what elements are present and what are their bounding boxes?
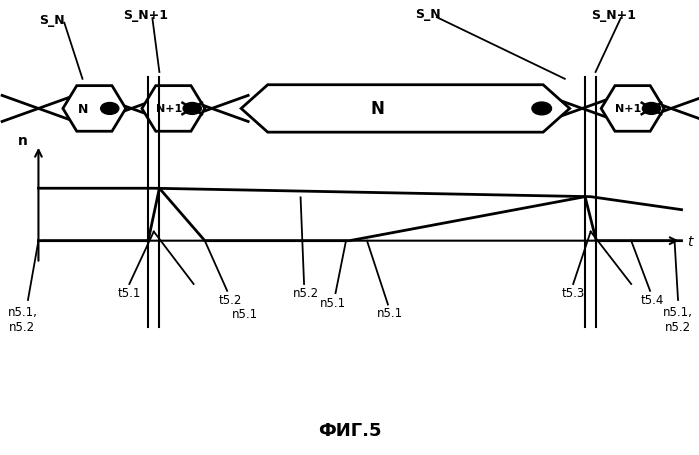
Text: S_N: S_N xyxy=(415,8,440,21)
Text: S_N+1: S_N+1 xyxy=(123,10,168,22)
Text: n: n xyxy=(18,134,28,148)
Text: t5.4: t5.4 xyxy=(640,293,664,307)
Polygon shape xyxy=(601,86,664,132)
Circle shape xyxy=(101,103,119,115)
Text: n5.1,
n5.2: n5.1, n5.2 xyxy=(8,305,37,333)
Text: n5.1,
n5.2: n5.1, n5.2 xyxy=(663,305,693,333)
Text: ФИГ.5: ФИГ.5 xyxy=(318,421,381,439)
Text: N+1: N+1 xyxy=(615,104,642,114)
Circle shape xyxy=(642,103,661,115)
Polygon shape xyxy=(241,86,570,133)
Circle shape xyxy=(183,103,201,115)
Polygon shape xyxy=(63,86,126,132)
Text: t5.1: t5.1 xyxy=(117,287,141,300)
Circle shape xyxy=(532,103,552,116)
Text: t: t xyxy=(687,234,693,248)
Text: n5.2: n5.2 xyxy=(293,287,319,300)
Text: n5.1: n5.1 xyxy=(231,307,258,320)
Text: n5.1: n5.1 xyxy=(320,297,347,310)
Text: n5.1: n5.1 xyxy=(377,307,403,320)
Text: t5.3: t5.3 xyxy=(561,287,585,300)
Text: N+1: N+1 xyxy=(156,104,182,114)
Text: S_N+1: S_N+1 xyxy=(591,10,636,22)
Text: t5.2: t5.2 xyxy=(219,293,243,307)
Polygon shape xyxy=(142,86,205,132)
Text: N: N xyxy=(370,100,384,118)
Text: S_N: S_N xyxy=(40,14,65,27)
Text: N: N xyxy=(78,103,88,116)
